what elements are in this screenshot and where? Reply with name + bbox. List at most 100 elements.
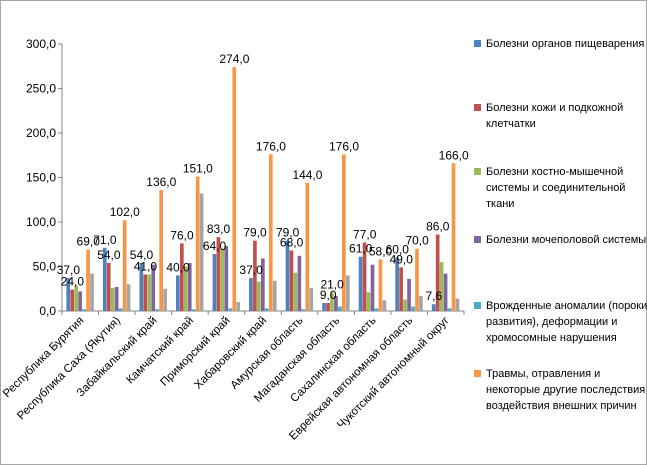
bar xyxy=(90,273,94,311)
bar xyxy=(199,193,204,311)
data-label: 76,0 xyxy=(170,228,194,242)
data-labels: 37,024,069,071,054,0102,054,041,0136,040… xyxy=(57,52,469,303)
bar xyxy=(419,295,423,311)
data-label: 61,0 xyxy=(349,242,373,256)
bar xyxy=(74,286,78,311)
bar xyxy=(334,295,338,311)
data-label: 7,6 xyxy=(425,289,442,303)
data-label: 37,0 xyxy=(239,263,263,277)
data-label: 69,0 xyxy=(77,235,101,249)
bar xyxy=(191,309,196,311)
data-label: 54,0 xyxy=(130,248,154,262)
bar xyxy=(268,154,273,311)
data-label: 176,0 xyxy=(329,139,359,153)
legend-label: Травмы, отравления и некоторые другие по… xyxy=(486,368,646,412)
legend-item: Болезни мочеполовой системы xyxy=(474,232,647,248)
bar xyxy=(264,308,269,311)
legend-swatch xyxy=(474,370,481,377)
data-label: 136,0 xyxy=(146,175,176,189)
bar xyxy=(309,287,314,311)
bar xyxy=(431,304,436,311)
bar xyxy=(297,255,302,311)
bar xyxy=(151,264,156,311)
y-tick-label: 250,0 xyxy=(26,82,56,96)
data-label: 102,0 xyxy=(110,205,140,219)
bar xyxy=(451,163,456,311)
bar xyxy=(228,308,233,311)
bar xyxy=(122,220,127,311)
bar xyxy=(253,240,257,311)
bar xyxy=(435,234,440,311)
bar xyxy=(370,264,375,311)
data-label: 77,0 xyxy=(353,227,377,241)
category-label: Приморский край xyxy=(158,315,232,389)
data-label: 86,0 xyxy=(426,219,450,233)
bar xyxy=(403,299,407,311)
bar xyxy=(66,278,71,311)
legend-swatch xyxy=(474,104,481,111)
legend-item: Болезни кожи и подкожной клетчатки xyxy=(474,100,647,132)
data-label: 58,0 xyxy=(369,244,393,258)
data-label: 24,0 xyxy=(61,275,85,289)
bar xyxy=(78,291,82,311)
bar xyxy=(322,302,326,311)
bar xyxy=(305,182,310,311)
bar xyxy=(326,302,330,311)
bar xyxy=(118,308,123,311)
bar xyxy=(443,273,448,311)
y-tick-label: 200,0 xyxy=(26,126,56,140)
bar xyxy=(236,302,241,311)
data-label: 70,0 xyxy=(405,234,429,248)
bar xyxy=(439,262,444,311)
data-label: 21,0 xyxy=(320,277,344,291)
bar xyxy=(261,258,265,311)
bar xyxy=(114,286,119,311)
bar xyxy=(106,262,111,311)
y-tick-label: 0,0 xyxy=(39,304,56,318)
bar xyxy=(232,67,237,311)
legend-item: Болезни органов пищеварения xyxy=(474,36,647,52)
bar xyxy=(183,266,188,311)
bar xyxy=(358,256,363,311)
legend-label: Болезни кожи и подкожной клетчатки xyxy=(486,102,624,130)
legend-swatch xyxy=(474,168,481,175)
bar xyxy=(143,274,148,311)
bar xyxy=(159,189,163,311)
y-tick-label: 50,0 xyxy=(33,260,57,274)
data-label: 60,0 xyxy=(386,243,410,257)
bar xyxy=(342,154,346,311)
category-label: Камчатский край xyxy=(124,315,196,387)
y-tick-label: 150,0 xyxy=(26,171,56,185)
data-label: 274,0 xyxy=(219,52,249,66)
y-tick-label: 300,0 xyxy=(26,37,56,51)
data-label: 40,0 xyxy=(166,260,190,274)
bar xyxy=(224,246,229,311)
legend-label: Врожденные аномалии (пороки развития), д… xyxy=(486,300,647,344)
data-label: 49,0 xyxy=(390,252,414,266)
bar xyxy=(70,289,75,311)
bar xyxy=(330,292,334,311)
legend-swatch xyxy=(474,302,481,309)
bar xyxy=(395,257,399,311)
legend-label: Болезни мочеполовой системы xyxy=(486,234,647,246)
bar xyxy=(139,262,144,311)
legend-swatch xyxy=(474,40,481,47)
bar xyxy=(220,248,225,311)
data-label: 176,0 xyxy=(256,139,286,153)
bar xyxy=(338,306,342,311)
bar xyxy=(187,262,192,311)
bar xyxy=(257,281,261,311)
bar xyxy=(126,284,131,311)
data-label: 54,0 xyxy=(97,248,121,262)
data-label: 9,0 xyxy=(320,288,337,302)
data-label: 64,0 xyxy=(203,239,227,253)
data-label: 37,0 xyxy=(57,263,81,277)
bar xyxy=(272,280,277,311)
bar xyxy=(382,300,387,311)
bar xyxy=(407,278,411,311)
bar xyxy=(163,288,167,311)
legend-label: Болезни органов пищеварения xyxy=(486,38,645,50)
bar xyxy=(212,254,217,311)
